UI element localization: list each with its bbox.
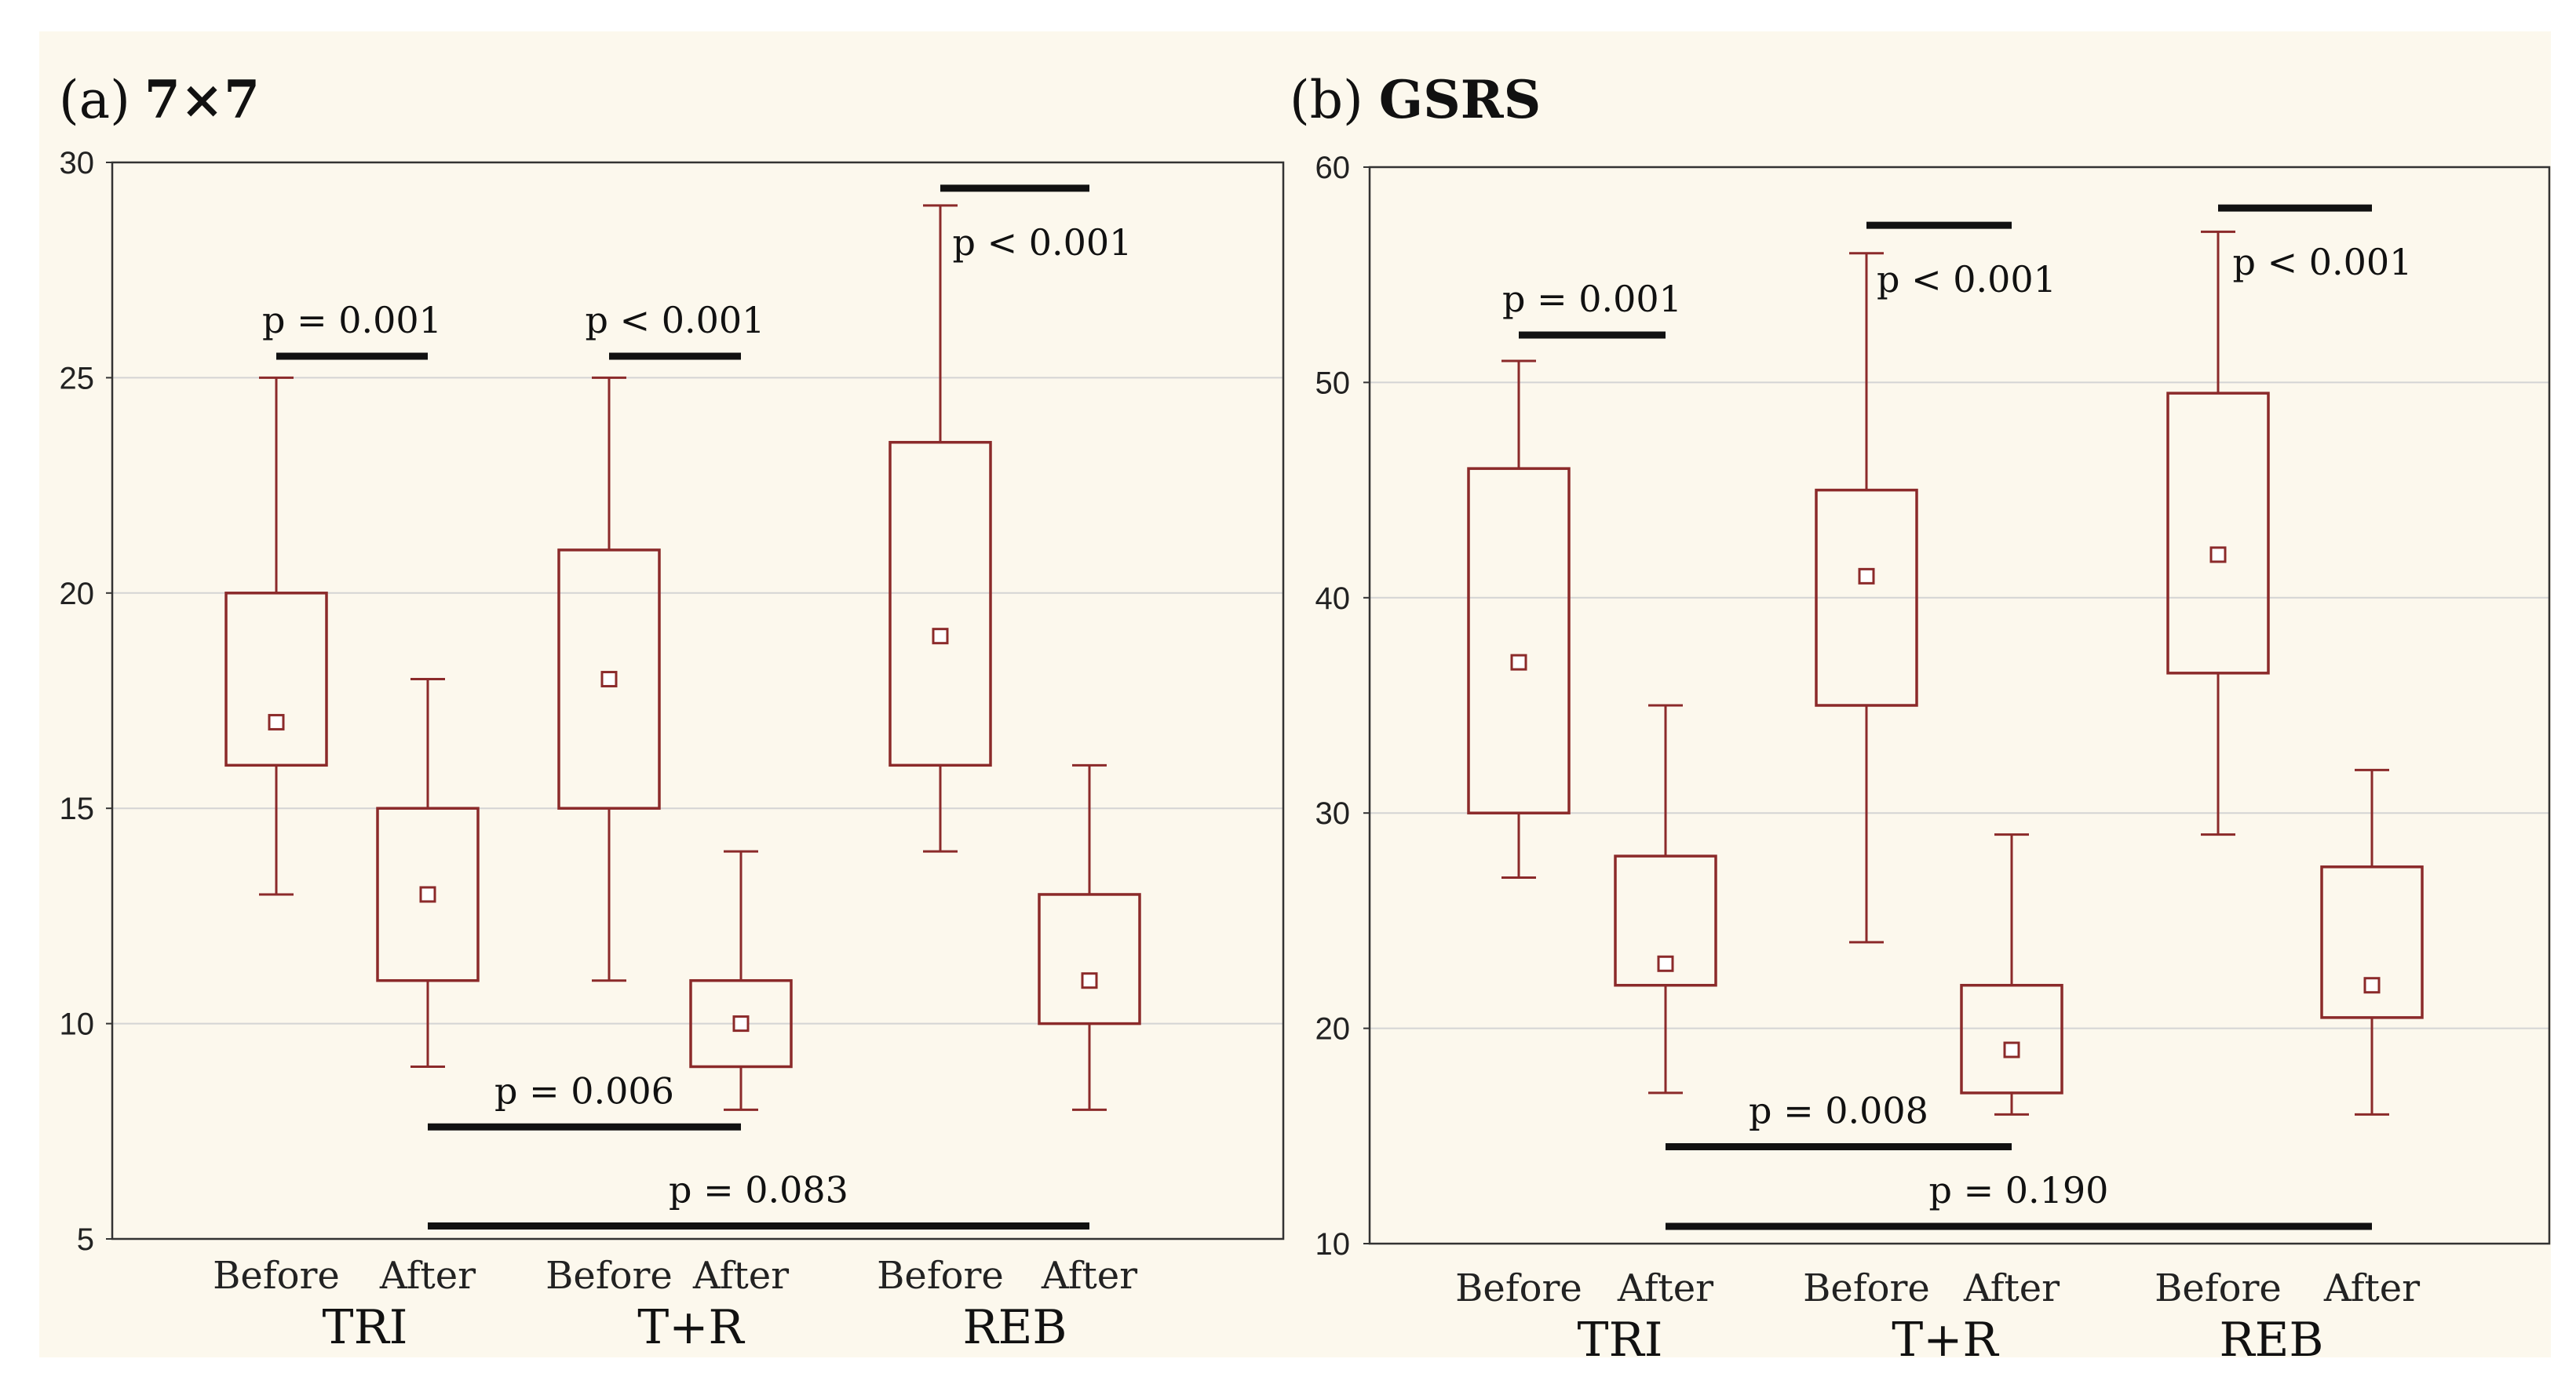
x-category-label: After bbox=[379, 1254, 476, 1298]
x-group-label: T+R bbox=[637, 1300, 745, 1355]
y-tick-label: 25 bbox=[60, 361, 95, 395]
p-value-label: p = 0.190 bbox=[1929, 1169, 2109, 1211]
iqr-box bbox=[2166, 392, 2270, 675]
x-category-label: After bbox=[1963, 1266, 2060, 1310]
p-value-label: p < 0.001 bbox=[1877, 258, 2056, 301]
median-marker bbox=[2363, 977, 2381, 994]
p-value-label: p < 0.001 bbox=[2233, 241, 2413, 283]
p-value-label: p < 0.001 bbox=[586, 299, 765, 341]
median-marker bbox=[419, 886, 436, 903]
median-marker bbox=[1657, 955, 1674, 972]
x-category-label: After bbox=[692, 1254, 789, 1298]
panel-title-text: GSRS bbox=[1379, 69, 1542, 130]
y-tick-label: 10 bbox=[60, 1007, 95, 1042]
box-tplusr-after bbox=[689, 850, 793, 1111]
x-group-label: REB bbox=[962, 1300, 1067, 1355]
p-value-label: p = 0.001 bbox=[1502, 278, 1682, 320]
x-group-label: TRI bbox=[323, 1300, 408, 1355]
panel-b-background bbox=[1272, 31, 2551, 1357]
y-tick-label: 20 bbox=[1315, 1012, 1351, 1047]
x-category-label: Before bbox=[877, 1254, 1004, 1298]
significance-annotation: p = 0.008 bbox=[1666, 1090, 2012, 1151]
median-marker bbox=[932, 628, 949, 645]
y-tick-label: 50 bbox=[1315, 366, 1351, 400]
y-tick-label: 15 bbox=[60, 792, 95, 826]
x-group-label: REB bbox=[2219, 1313, 2323, 1368]
x-category-label: Before bbox=[2155, 1266, 2282, 1310]
x-group-label: T+R bbox=[1892, 1313, 1999, 1368]
box-tri-after bbox=[376, 678, 480, 1068]
iqr-box bbox=[1614, 854, 1717, 987]
significance-annotation: p < 0.001 bbox=[940, 184, 1133, 264]
plot-frame bbox=[111, 161, 1285, 1240]
p-value-label: p = 0.006 bbox=[494, 1069, 674, 1112]
iqr-box bbox=[557, 548, 661, 810]
box-tplusr-before bbox=[1815, 252, 1918, 944]
panel-a-background bbox=[39, 31, 1295, 1357]
panel-label: (b) bbox=[1290, 70, 1363, 130]
significance-annotation: p = 0.006 bbox=[428, 1069, 741, 1131]
y-tick-label: 30 bbox=[1315, 796, 1351, 831]
median-marker bbox=[1858, 567, 1875, 585]
median-marker bbox=[268, 713, 285, 730]
median-marker bbox=[600, 671, 618, 688]
median-marker bbox=[1081, 972, 1098, 989]
x-category-label: After bbox=[1041, 1254, 1137, 1298]
box-tri-before bbox=[224, 376, 328, 896]
iqr-box bbox=[888, 440, 992, 767]
p-value-label: p < 0.001 bbox=[953, 221, 1133, 264]
panel-title: (a) 7×7 bbox=[59, 69, 260, 130]
box-tri-after bbox=[1614, 704, 1717, 1095]
x-category-label: Before bbox=[213, 1254, 340, 1298]
significance-annotation: p = 0.001 bbox=[1502, 278, 1682, 339]
panel-title: (b) GSRS bbox=[1290, 69, 1541, 130]
box-tplusr-before bbox=[557, 376, 661, 982]
x-category-label: Before bbox=[1455, 1266, 1582, 1310]
significance-annotation: p = 0.001 bbox=[262, 299, 442, 360]
box-reb-before bbox=[2166, 230, 2270, 836]
significance-annotation: p = 0.083 bbox=[428, 1169, 1089, 1230]
panel-title-text: 7×7 bbox=[144, 69, 260, 130]
box-reb-after bbox=[2320, 768, 2424, 1116]
iqr-box bbox=[1038, 893, 1141, 1026]
panel-a: 5 10 15 20 25 30 (a) 7×7 Before After Before After B… bbox=[59, 69, 1285, 1355]
y-tick-label: 60 bbox=[1315, 151, 1351, 185]
p-value-label: p = 0.083 bbox=[669, 1169, 848, 1211]
p-value-label: p = 0.008 bbox=[1749, 1090, 1928, 1132]
x-category-label: Before bbox=[545, 1254, 673, 1298]
iqr-box bbox=[689, 978, 793, 1069]
y-tick-label: 30 bbox=[60, 146, 95, 180]
box-reb-after bbox=[1038, 763, 1141, 1111]
x-group-label: TRI bbox=[1578, 1313, 1663, 1368]
median-marker bbox=[732, 1015, 750, 1033]
y-tick-label: 5 bbox=[77, 1222, 94, 1257]
panel-label: (a) bbox=[59, 70, 130, 130]
box-tplusr-after bbox=[1960, 833, 2063, 1116]
panel-b: 10 20 30 40 50 60 (b) GSRS Before After Before Afte… bbox=[1290, 69, 2551, 1368]
significance-annotation: p < 0.001 bbox=[586, 299, 765, 360]
iqr-box bbox=[1960, 983, 2063, 1095]
median-marker bbox=[2003, 1041, 2020, 1058]
iqr-box bbox=[224, 592, 328, 767]
y-tick-label: 20 bbox=[60, 577, 95, 611]
significance-annotation: p < 0.001 bbox=[2218, 204, 2413, 283]
x-category-label: Before bbox=[1803, 1266, 1930, 1310]
iqr-box bbox=[1815, 488, 1918, 707]
iqr-box bbox=[2320, 865, 2424, 1019]
x-category-label: After bbox=[1617, 1266, 1713, 1310]
y-tick-label: 40 bbox=[1315, 581, 1351, 616]
median-marker bbox=[1510, 654, 1527, 671]
y-tick-label: 10 bbox=[1315, 1227, 1351, 1262]
box-reb-before bbox=[888, 204, 992, 853]
plot-frame bbox=[1368, 166, 2551, 1245]
p-value-label: p = 0.001 bbox=[262, 299, 442, 341]
significance-annotation: p < 0.001 bbox=[1866, 221, 2056, 301]
median-marker bbox=[2209, 546, 2227, 563]
box-tri-before bbox=[1467, 359, 1571, 880]
iqr-box bbox=[1467, 467, 1571, 814]
iqr-box bbox=[376, 807, 480, 982]
significance-annotation: p = 0.190 bbox=[1666, 1169, 2372, 1230]
x-category-label: After bbox=[2323, 1266, 2420, 1310]
